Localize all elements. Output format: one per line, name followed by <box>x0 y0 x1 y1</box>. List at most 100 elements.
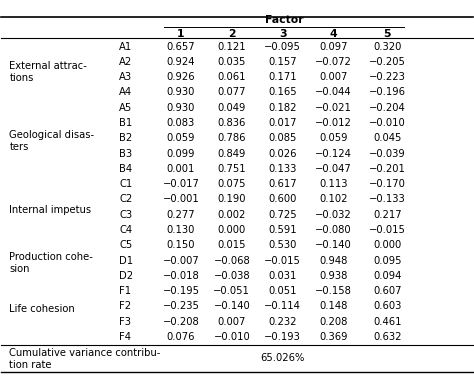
Text: −0.195: −0.195 <box>163 286 200 296</box>
Text: Internal impetus: Internal impetus <box>9 205 91 215</box>
Text: A1: A1 <box>119 42 132 52</box>
Text: −0.047: −0.047 <box>315 164 352 174</box>
Text: 0.786: 0.786 <box>218 133 246 143</box>
Text: A4: A4 <box>119 87 132 97</box>
Text: −0.140: −0.140 <box>213 301 250 311</box>
Text: 1: 1 <box>177 29 185 39</box>
Text: 0.007: 0.007 <box>218 317 246 327</box>
Text: 0.099: 0.099 <box>167 149 195 159</box>
Text: −0.044: −0.044 <box>315 87 352 97</box>
Text: D2: D2 <box>119 271 133 281</box>
Text: 0.051: 0.051 <box>268 286 297 296</box>
Text: Life cohesion: Life cohesion <box>9 304 75 314</box>
Text: Factor: Factor <box>265 15 303 25</box>
Text: 0.930: 0.930 <box>167 103 195 113</box>
Text: 0.148: 0.148 <box>319 301 348 311</box>
Text: 0.924: 0.924 <box>167 57 195 67</box>
Text: 0.130: 0.130 <box>167 225 195 235</box>
Text: −0.017: −0.017 <box>163 179 200 189</box>
Text: −0.021: −0.021 <box>315 103 352 113</box>
Text: −0.039: −0.039 <box>369 149 406 159</box>
Text: 0.530: 0.530 <box>269 240 297 250</box>
Text: −0.205: −0.205 <box>369 57 406 67</box>
Text: F1: F1 <box>119 286 131 296</box>
Text: 0.000: 0.000 <box>218 225 246 235</box>
Text: B1: B1 <box>119 118 132 128</box>
Text: 0.591: 0.591 <box>268 225 297 235</box>
Text: −0.068: −0.068 <box>213 256 250 266</box>
Text: −0.158: −0.158 <box>315 286 352 296</box>
Text: 0.657: 0.657 <box>167 42 195 52</box>
Text: 0.632: 0.632 <box>373 332 401 342</box>
Text: 3: 3 <box>279 29 286 39</box>
Text: 5: 5 <box>383 29 391 39</box>
Text: −0.015: −0.015 <box>264 256 301 266</box>
Text: −0.196: −0.196 <box>369 87 406 97</box>
Text: −0.223: −0.223 <box>369 72 406 82</box>
Text: C2: C2 <box>119 194 132 204</box>
Text: D1: D1 <box>119 256 133 266</box>
Text: 0.133: 0.133 <box>269 164 297 174</box>
Text: 0.849: 0.849 <box>218 149 246 159</box>
Text: −0.114: −0.114 <box>264 301 301 311</box>
Text: 0.938: 0.938 <box>319 271 348 281</box>
Text: 0.725: 0.725 <box>268 210 297 220</box>
Text: 0.232: 0.232 <box>268 317 297 327</box>
Text: 0.320: 0.320 <box>373 42 401 52</box>
Text: 0.045: 0.045 <box>373 133 401 143</box>
Text: −0.010: −0.010 <box>369 118 406 128</box>
Text: B4: B4 <box>119 164 132 174</box>
Text: A5: A5 <box>119 103 132 113</box>
Text: 0.061: 0.061 <box>218 72 246 82</box>
Text: 0.015: 0.015 <box>218 240 246 250</box>
Text: −0.095: −0.095 <box>264 42 301 52</box>
Text: 0.165: 0.165 <box>268 87 297 97</box>
Text: 0.095: 0.095 <box>373 256 401 266</box>
Text: 0.121: 0.121 <box>218 42 246 52</box>
Text: 0.217: 0.217 <box>373 210 401 220</box>
Text: 65.026%: 65.026% <box>261 353 305 363</box>
Text: 0.059: 0.059 <box>319 133 348 143</box>
Text: F3: F3 <box>119 317 131 327</box>
Text: −0.140: −0.140 <box>315 240 352 250</box>
Text: C5: C5 <box>119 240 132 250</box>
Text: A3: A3 <box>119 72 132 82</box>
Text: −0.032: −0.032 <box>315 210 352 220</box>
Text: −0.010: −0.010 <box>213 332 250 342</box>
Text: 0.208: 0.208 <box>319 317 348 327</box>
Text: B2: B2 <box>119 133 132 143</box>
Text: 0.930: 0.930 <box>167 87 195 97</box>
Text: 0.836: 0.836 <box>218 118 246 128</box>
Text: 0.948: 0.948 <box>319 256 348 266</box>
Text: 0.617: 0.617 <box>268 179 297 189</box>
Text: 0.369: 0.369 <box>319 332 348 342</box>
Text: F2: F2 <box>119 301 131 311</box>
Text: 0.600: 0.600 <box>269 194 297 204</box>
Text: 0.182: 0.182 <box>268 103 297 113</box>
Text: 0.049: 0.049 <box>218 103 246 113</box>
Text: 0.085: 0.085 <box>269 133 297 143</box>
Text: C4: C4 <box>119 225 132 235</box>
Text: −0.193: −0.193 <box>264 332 301 342</box>
Text: Production cohe-
sion: Production cohe- sion <box>9 252 93 275</box>
Text: −0.051: −0.051 <box>213 286 250 296</box>
Text: 0.603: 0.603 <box>373 301 401 311</box>
Text: 0.076: 0.076 <box>167 332 195 342</box>
Text: 0.094: 0.094 <box>373 271 401 281</box>
Text: B3: B3 <box>119 149 132 159</box>
Text: −0.038: −0.038 <box>213 271 250 281</box>
Text: 0.607: 0.607 <box>373 286 401 296</box>
Text: 4: 4 <box>330 29 337 39</box>
Text: 0.007: 0.007 <box>319 72 348 82</box>
Text: −0.001: −0.001 <box>163 194 199 204</box>
Text: 0.150: 0.150 <box>167 240 195 250</box>
Text: 0.102: 0.102 <box>319 194 348 204</box>
Text: −0.080: −0.080 <box>315 225 352 235</box>
Text: −0.235: −0.235 <box>163 301 200 311</box>
Text: 0.461: 0.461 <box>373 317 401 327</box>
Text: −0.170: −0.170 <box>369 179 406 189</box>
Text: External attrac-
tions: External attrac- tions <box>9 61 87 83</box>
Text: Cumulative variance contribu-
tion rate: Cumulative variance contribu- tion rate <box>9 348 161 370</box>
Text: 0.077: 0.077 <box>218 87 246 97</box>
Text: 0.083: 0.083 <box>167 118 195 128</box>
